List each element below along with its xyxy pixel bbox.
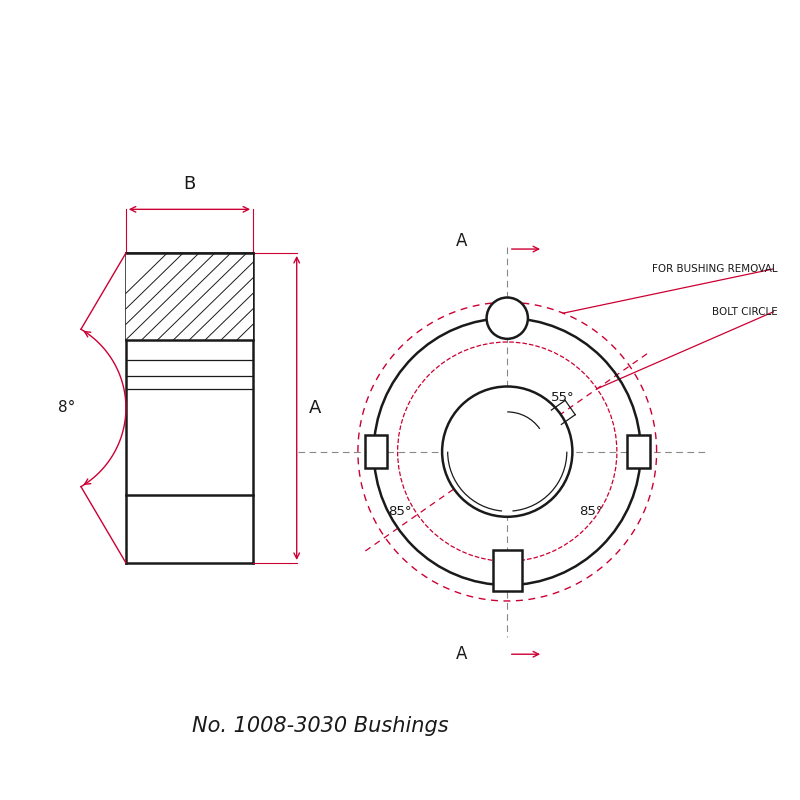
Text: No. 1008-3030 Bushings: No. 1008-3030 Bushings	[192, 716, 449, 736]
Bar	[365, 435, 387, 468]
Text: B: B	[183, 175, 195, 194]
Bar	[627, 435, 650, 468]
Bar	[493, 550, 522, 591]
Bar	[126, 253, 253, 340]
Text: BOLT CIRCLE: BOLT CIRCLE	[712, 307, 778, 317]
Text: A: A	[456, 232, 467, 250]
Text: A: A	[309, 399, 321, 417]
Text: 55°: 55°	[551, 391, 574, 404]
Text: A: A	[456, 646, 467, 663]
Text: 8°: 8°	[58, 401, 75, 415]
Text: 85°: 85°	[388, 505, 412, 518]
Circle shape	[442, 386, 572, 517]
Text: 85°: 85°	[579, 505, 602, 518]
Circle shape	[486, 298, 528, 339]
Text: FOR BUSHING REMOVAL: FOR BUSHING REMOVAL	[652, 264, 778, 274]
